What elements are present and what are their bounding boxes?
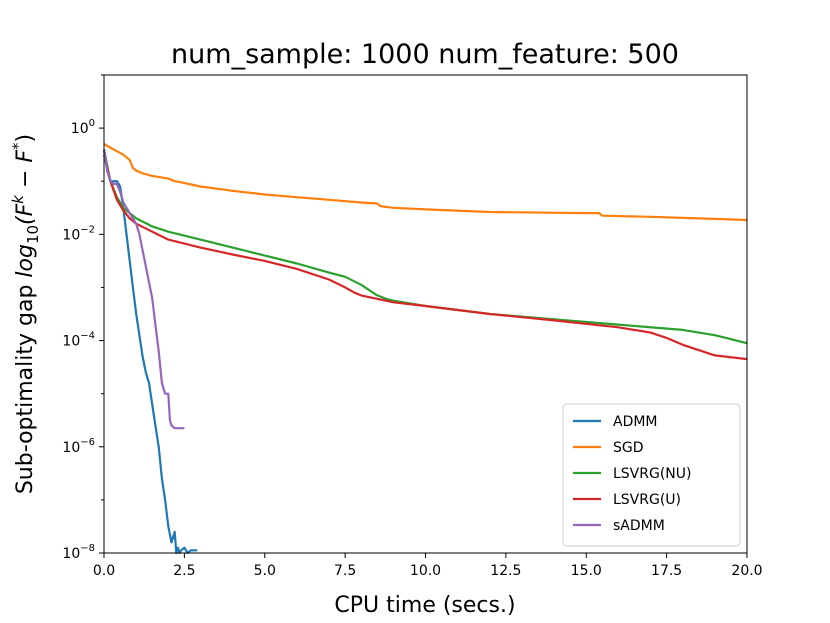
series-line-sgd	[103, 143, 748, 222]
chart-title: num_sample: 1000 num_feature: 500	[171, 39, 679, 70]
x-tick-label: 10.0	[410, 563, 441, 579]
y-tick-label: 10−2	[62, 224, 95, 243]
y-tick-label: 10−6	[62, 437, 95, 456]
y-tick-label: 100	[71, 118, 95, 137]
y-axis-label-sup-star: *	[9, 142, 27, 150]
x-axis: 0.0 2.5 5.0 7.5 10.0 12.5 15.0 17.5 20.0	[93, 553, 763, 579]
series-line-sadmm	[102, 149, 185, 430]
y-axis-label: Sub-optimality gap log10(Fk − F*)	[9, 134, 42, 494]
legend-label: LSVRG(NU)	[613, 466, 691, 482]
x-axis-label: CPU time (secs.)	[334, 593, 515, 618]
y-axis-label-sub: 10	[24, 225, 42, 244]
x-tick-label: 15.0	[571, 563, 602, 579]
y-axis-label-log: log	[13, 244, 38, 278]
y-axis-label-sup-k: k	[9, 194, 27, 204]
y-axis-label-minus: − F	[13, 150, 38, 195]
x-tick-label: 2.5	[173, 563, 195, 579]
legend-box	[562, 403, 741, 547]
x-tick-label: 0.0	[93, 563, 115, 579]
series-line-lsvrg-u	[102, 154, 748, 361]
x-tick-label: 7.5	[334, 563, 356, 579]
legend-label: LSVRG(U)	[613, 492, 681, 508]
x-tick-label: 5.0	[254, 563, 276, 579]
x-tick-label: 12.5	[490, 563, 521, 579]
series-layer	[102, 143, 748, 555]
series-line-admm	[102, 149, 198, 555]
y-axis-label-prefix: Sub-optimality gap	[13, 278, 38, 495]
x-tick-label: 20.0	[731, 563, 762, 579]
legend-label: sADMM	[613, 518, 665, 534]
y-tick-label: 10−8	[62, 543, 95, 562]
y-axis-label-open: (F	[13, 203, 38, 225]
x-tick-label: 17.5	[651, 563, 682, 579]
legend-label: ADMM	[613, 414, 658, 430]
y-axis: 100 10−2 10−4 10−6 10−8	[62, 74, 104, 562]
y-tick-label: 10−4	[62, 331, 95, 350]
legend: ADMM SGD LSVRG(NU) LSVRG(U) sADMM	[562, 403, 741, 547]
y-axis-label-close: )	[13, 134, 38, 143]
legend-label: SGD	[613, 440, 644, 456]
